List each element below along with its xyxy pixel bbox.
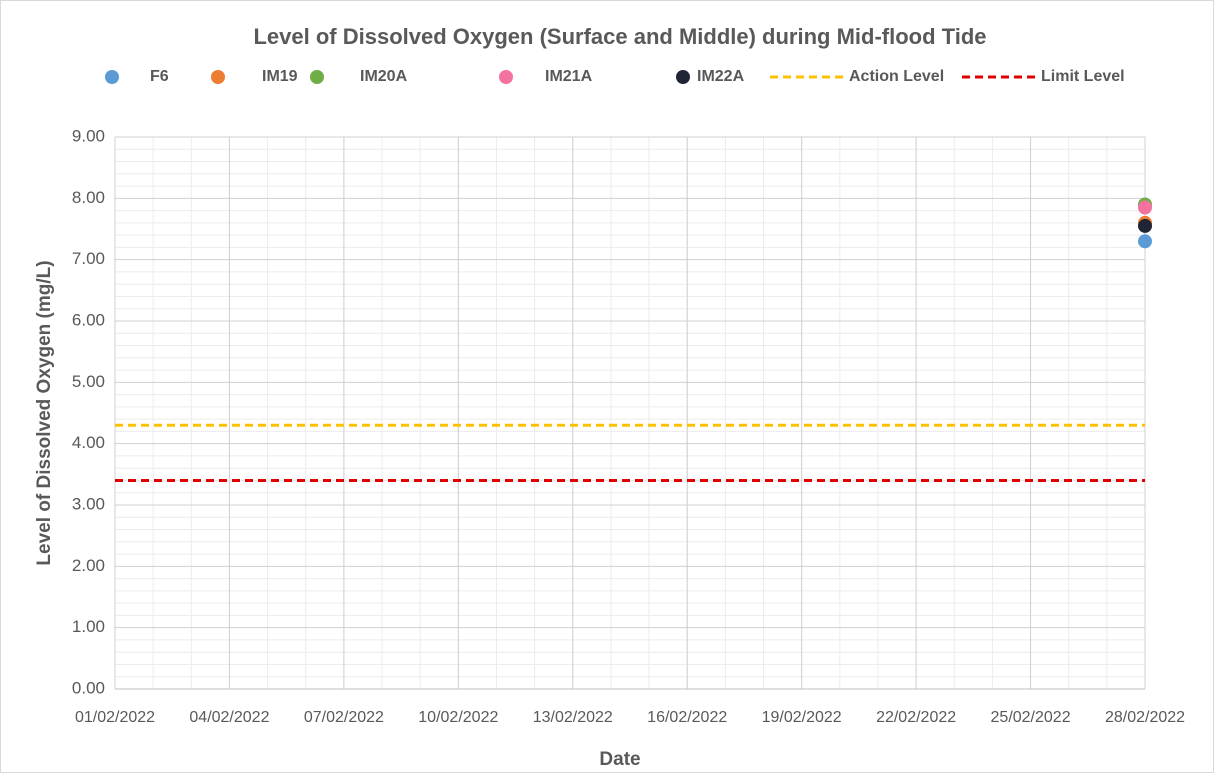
x-axis-title: Date — [599, 749, 640, 770]
legend-marker — [105, 70, 119, 84]
legend-label: IM22A — [697, 68, 745, 85]
x-tick-label: 16/02/2022 — [647, 709, 727, 726]
y-tick-label: 3.00 — [72, 494, 105, 513]
x-tick-label: 22/02/2022 — [876, 709, 956, 726]
legend-label: IM21A — [545, 68, 593, 85]
y-tick-label: 1.00 — [72, 617, 105, 636]
x-tick-label: 01/02/2022 — [75, 709, 155, 726]
y-axis-title: Level of Dissolved Oxygen (mg/L) — [34, 260, 55, 565]
chart-title: Level of Dissolved Oxygen (Surface and M… — [253, 24, 986, 49]
grid — [114, 136, 1146, 690]
data-point — [1138, 234, 1152, 249]
x-tick-label: 07/02/2022 — [304, 709, 384, 726]
data-point — [1138, 200, 1152, 215]
x-tick-label: 13/02/2022 — [533, 709, 613, 726]
y-tick-label: 4.00 — [72, 433, 105, 452]
y-tick-label: 0.00 — [72, 678, 105, 697]
y-tick-label: 7.00 — [72, 249, 105, 268]
legend-marker — [499, 70, 513, 84]
x-tick-label: 10/02/2022 — [418, 709, 498, 726]
x-tick-label: 04/02/2022 — [189, 709, 269, 726]
legend-label: IM19 — [262, 68, 298, 85]
legend-marker — [211, 70, 225, 84]
legend-marker — [310, 70, 324, 84]
y-tick-label: 2.00 — [72, 556, 105, 575]
y-tick-label: 5.00 — [72, 372, 105, 391]
legend-label: IM20A — [360, 68, 408, 85]
legend-label: Limit Level — [1041, 68, 1125, 85]
legend-marker — [676, 70, 690, 84]
x-tick-label: 28/02/2022 — [1105, 709, 1185, 726]
y-tick-label: 6.00 — [72, 310, 105, 329]
x-tick-label: 19/02/2022 — [762, 709, 842, 726]
x-tick-label: 25/02/2022 — [991, 709, 1071, 726]
legend-label: F6 — [150, 68, 169, 85]
data-point — [1138, 218, 1152, 233]
y-tick-label: 8.00 — [72, 188, 105, 207]
y-tick-label: 9.00 — [72, 126, 105, 145]
legend-label: Action Level — [849, 68, 944, 85]
